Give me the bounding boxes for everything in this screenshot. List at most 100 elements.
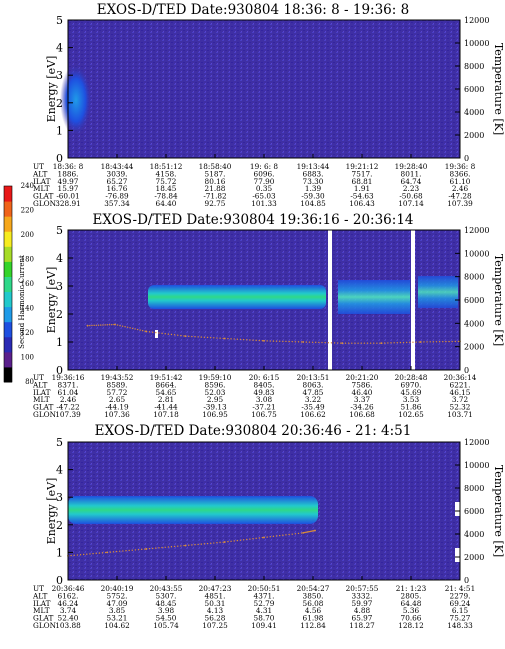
temperature-trace-dot [278, 534, 281, 537]
table-cell: 3.22 [305, 395, 321, 404]
table-cell: 5187. [205, 169, 226, 178]
right-tick-label: 8000 [464, 273, 484, 282]
left-tick-label: 3 [56, 69, 63, 82]
table-cell: 48.45 [156, 599, 177, 608]
table-cell: -59.30 [301, 192, 325, 201]
temperature-trace-dot [125, 550, 127, 552]
table-cell: 148.33 [447, 621, 473, 630]
temperature-trace-dot [396, 342, 398, 344]
temperature-trace-dot [139, 329, 141, 331]
colorbar-swatch [4, 336, 12, 353]
temperature-trace-dot [145, 330, 148, 333]
left-tick-label: 0 [56, 574, 63, 587]
temperature-trace-dot [216, 337, 218, 339]
colorbar-tick-label: 100 [21, 354, 34, 362]
colorbar-tick-label: 160 [21, 280, 34, 288]
temperature-trace-dot [98, 552, 101, 554]
temperature-trace-dot [136, 328, 139, 331]
temperature-trace-dot [91, 324, 93, 327]
temperature-trace-dot [308, 341, 311, 343]
table-cell: 16.76 [107, 184, 128, 193]
temperature-trace-dot [222, 541, 224, 543]
left-tick-label: 1 [56, 336, 63, 349]
temperature-trace-dot [197, 336, 199, 338]
table-cell: 8366. [450, 169, 471, 178]
temperature-trace-dot [213, 542, 215, 544]
table-cell: 18:43:44 [101, 162, 134, 171]
temperature-trace-dot [412, 341, 414, 343]
table-cell: 107.36 [104, 410, 130, 419]
table-cell: -37.21 [252, 403, 275, 412]
temperature-trace-dot [116, 324, 119, 326]
table-cell: 5752. [107, 591, 128, 600]
temperature-trace-dot [113, 323, 115, 326]
row-label: UT [33, 373, 44, 382]
temperature-trace-dot [203, 543, 206, 545]
table-cell: 8405. [254, 380, 275, 389]
temperature-trace-dot [119, 550, 121, 552]
table-cell: 20: 6:15 [249, 373, 280, 382]
temperature-trace-dot [242, 539, 245, 541]
temperature-trace-dot [222, 337, 224, 340]
temperature-trace-dot [300, 532, 303, 534]
panel-1-right-axis: 0 2000 4000 6000 8000 10000 12000 [455, 16, 489, 163]
temperature-trace-dot [79, 554, 82, 556]
table-cell: 68.81 [352, 177, 373, 186]
temperature-trace-dot [114, 323, 116, 326]
table-cell: 49.83 [254, 388, 275, 397]
temperature-trace-dot [285, 340, 287, 343]
table-cell: 107.39 [447, 199, 473, 208]
table-cell: -47.28 [448, 192, 472, 201]
right-tick-label: 4000 [464, 319, 484, 328]
temperature-trace-dot [230, 338, 232, 340]
table-cell: 73.30 [303, 177, 324, 186]
table-cell: 1.39 [305, 184, 322, 193]
temperature-trace-dot [321, 341, 323, 344]
table-cell: 128.12 [398, 621, 424, 630]
table-cell: 2805. [401, 591, 422, 600]
colorbar-tick-label: 240 [21, 182, 34, 190]
panel-3-ylabel-left: Energy [eV] [45, 478, 58, 545]
temperature-trace-dot [263, 340, 265, 342]
temperature-trace-dot [137, 548, 140, 551]
table-cell: 52.32 [450, 403, 471, 412]
table-cell: -47.22 [56, 403, 79, 412]
left-tick-label: 4 [56, 42, 63, 55]
panel-3-ylabel-right: Temperature [K] [492, 465, 505, 557]
table-cell: 357.34 [104, 199, 130, 208]
table-cell: 1886. [58, 169, 79, 178]
temperature-trace-dot [121, 325, 124, 327]
temperature-trace-dot [435, 341, 438, 343]
temperature-trace-dot [269, 536, 271, 538]
table-cell: -44.19 [105, 403, 129, 412]
table-cell: 118.27 [349, 621, 375, 630]
table-cell: -39.13 [203, 403, 227, 412]
temperature-trace-dot [73, 554, 75, 556]
panel-2-right-axis: 0 2000 4000 6000 8000 10000 12000 [455, 226, 489, 375]
table-cell: 3.37 [354, 395, 371, 404]
table-cell: 3.98 [158, 606, 175, 615]
panel-2-data-gap-1 [328, 230, 332, 370]
temperature-trace-dot [233, 338, 235, 340]
table-cell: 20:13:51 [297, 373, 330, 382]
panel-3-data-gap-2 [455, 548, 460, 562]
table-cell: 106.68 [349, 410, 375, 419]
table-cell: 46.15 [450, 388, 471, 397]
table-cell: 75.72 [156, 177, 177, 186]
temperature-trace-dot [285, 534, 287, 536]
table-cell: 20:28:48 [395, 373, 428, 382]
row-label: ALT [32, 591, 48, 600]
temperature-trace-dot [106, 551, 108, 554]
temperature-trace-dot [366, 342, 369, 344]
temperature-trace-dot [131, 549, 133, 551]
table-cell: 107.14 [398, 199, 424, 208]
temperature-trace-dot [327, 342, 329, 344]
table-cell: 75.27 [450, 614, 471, 623]
table-cell: 2.46 [452, 184, 469, 193]
temperature-trace-dot [126, 326, 129, 328]
table-cell: 103.88 [55, 621, 81, 630]
temperature-trace-dot [219, 337, 221, 339]
temperature-trace-dot [426, 341, 428, 343]
colorbar-swatch [4, 276, 12, 293]
temperature-trace-dot [89, 553, 91, 555]
